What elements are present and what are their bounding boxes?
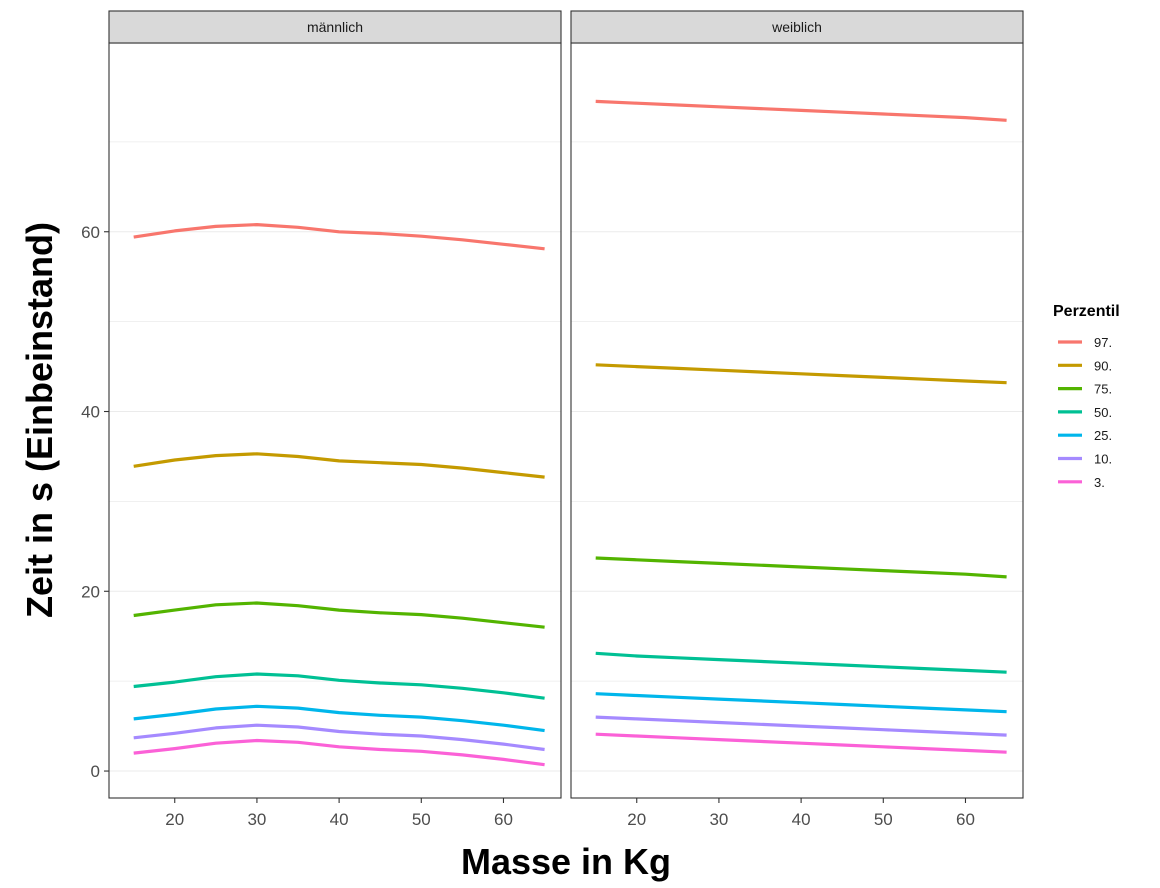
x-tick-label: 30: [247, 810, 266, 829]
series-line: [133, 452, 545, 479]
facet-strip: [570, 10, 1024, 44]
y-tick-label: 60: [81, 223, 100, 242]
y-tick-label: 0: [91, 762, 100, 781]
x-tick-label: 60: [956, 810, 975, 829]
legend-label: 25.: [1094, 428, 1112, 443]
series-line: [133, 601, 545, 629]
legend-item: 75.: [1058, 382, 1112, 397]
series-line: [595, 556, 1007, 579]
series-line: [595, 363, 1007, 385]
facet-strip: [108, 10, 562, 44]
facet-strip-label: männlich: [307, 19, 363, 35]
series-line: [133, 223, 545, 251]
facet-panel-2: weiblich 20 30 40 50 60: [570, 10, 1024, 829]
legend-item: 3.: [1058, 475, 1105, 490]
series-line: [133, 704, 545, 733]
y-axis-title: Zeit in s (Einbeinstand): [19, 222, 60, 618]
series-line: [595, 651, 1007, 674]
x-tick-label: 50: [874, 810, 893, 829]
legend-item: 90.: [1058, 358, 1112, 373]
x-tick-label: 40: [792, 810, 811, 829]
legend: Perzentil 97. 90. 75. 50. 25. 10. 3.: [1053, 303, 1120, 490]
facet-strip-label: weiblich: [771, 19, 822, 35]
x-tick-label: 20: [627, 810, 646, 829]
x-tick-label: 50: [412, 810, 431, 829]
legend-item: 97.: [1058, 335, 1112, 350]
legend-label: 97.: [1094, 335, 1112, 350]
facet-panels: männlich 20 30 40 50 60 0 20 40 60 weiblich 20 30 40 5…: [81, 10, 1024, 829]
legend-item: 25.: [1058, 428, 1112, 443]
legend-title: Perzentil: [1053, 303, 1120, 320]
legend-label: 10.: [1094, 452, 1112, 467]
x-tick-label: 60: [494, 810, 513, 829]
x-tick-label: 20: [165, 810, 184, 829]
facet-panel-1: männlich 20 30 40 50 60 0 20 40 60: [81, 10, 562, 829]
y-tick-label: 20: [81, 582, 100, 601]
legend-label: 75.: [1094, 382, 1112, 397]
series-line: [133, 738, 545, 767]
x-tick-label: 40: [330, 810, 349, 829]
series-line: [133, 672, 545, 700]
legend-label: 3.: [1094, 475, 1105, 490]
series-line: [595, 692, 1007, 714]
legend-label: 90.: [1094, 358, 1112, 373]
y-tick-label: 40: [81, 403, 100, 422]
legend-item: 50.: [1058, 405, 1112, 420]
series-line: [595, 715, 1007, 737]
legend-item: 10.: [1058, 452, 1112, 467]
series-line: [595, 732, 1007, 754]
series-line: [595, 99, 1007, 122]
x-tick-label: 30: [709, 810, 728, 829]
x-axis-title: Masse in Kg: [461, 841, 671, 882]
legend-label: 50.: [1094, 405, 1112, 420]
series-line: [133, 723, 545, 752]
